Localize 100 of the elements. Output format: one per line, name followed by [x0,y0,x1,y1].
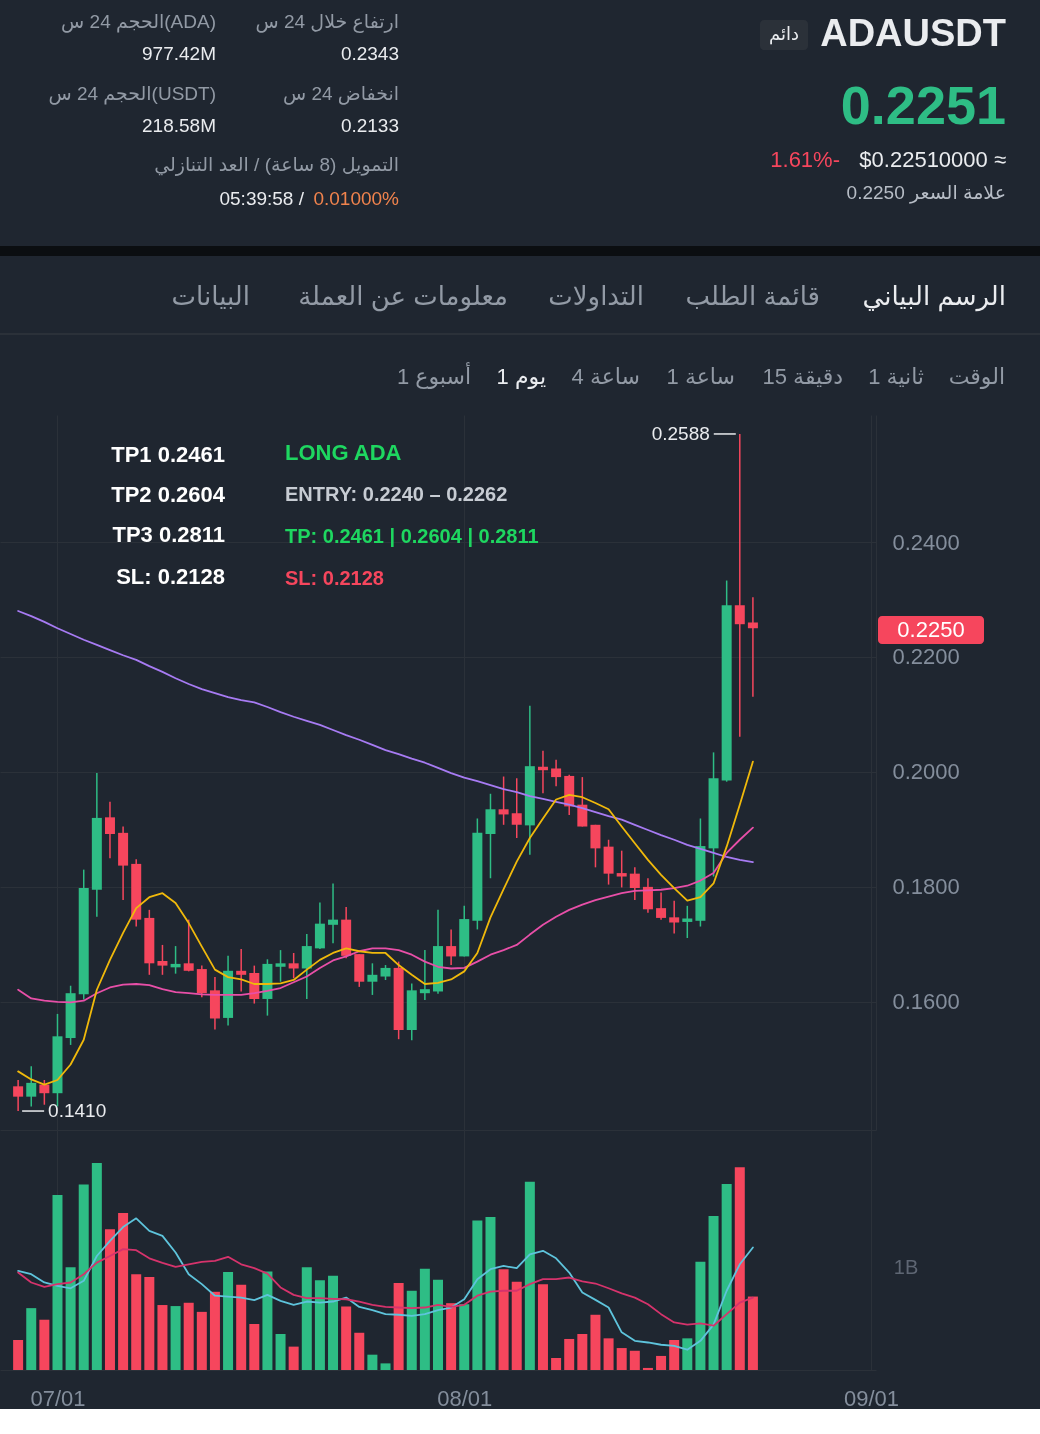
bar [262,1271,273,1370]
bar [157,1305,168,1370]
text: الرسم البياني [862,281,1006,312]
bar [65,1267,76,1370]
bar [524,1181,535,1370]
text: 1 أسبوع [396,362,471,389]
bar [26,1308,37,1370]
text: 4 ساعة [571,364,640,389]
candlestick [367,962,378,996]
text: 218.58M [142,115,216,136]
bar [52,1194,63,1370]
bar [459,1304,470,1370]
bar [144,1276,155,1370]
text: 0.2343 [340,43,399,64]
text: 15 دقيقة [762,364,843,389]
text: 1 ثانية [868,364,924,389]
text: 977.42M [142,43,216,64]
text: 0.2250 [897,617,965,642]
text: الحجم 24 س(USDT) [48,83,216,105]
bar [695,1261,706,1370]
candlestick [656,891,667,921]
text: 0.2133 [340,115,399,136]
candlestick [183,918,194,973]
bar [446,1303,457,1370]
candlestick [288,952,299,980]
annotation: SL: 0.2128 [285,567,384,589]
bar [91,1163,102,1370]
bar [104,1229,115,1370]
text: 05:39:58 / [219,188,305,209]
text: 1B [893,1256,919,1278]
candlestick [446,928,457,966]
text: الوقت [948,364,1005,389]
bar [551,1358,562,1370]
x-tick-label: 08/01 [437,1385,493,1411]
bar [314,1280,325,1370]
candlestick [682,905,693,939]
candlestick [629,866,640,901]
text: انخفاض 24 س [282,83,399,105]
bar [590,1314,601,1370]
y-tick-label: 0.1800 [892,874,960,900]
candlestick [104,801,115,859]
candlestick [551,759,562,788]
text: التداولات [548,281,644,312]
bar [236,1284,247,1370]
candlestick [275,949,286,983]
bar [734,1167,745,1370]
annotation: TP2 0.2604 [111,482,226,507]
annotation: ENTRY: 0.2240 – 0.2262 [285,483,508,505]
text: ADAUSDT [820,12,1006,54]
candlestick [301,933,312,1000]
bar [288,1346,299,1370]
bar [682,1338,693,1370]
annotation: LONG ADA [285,440,402,465]
annotation: 0.2588 [651,422,710,444]
bar [747,1296,758,1370]
text: دائم [768,24,800,45]
candlestick [26,1065,37,1108]
bar [196,1311,207,1370]
text: 1.61%- [770,147,840,172]
text: 0.01000% [313,188,400,209]
candlestick [419,949,430,1001]
candlestick [39,1079,50,1106]
candlestick [157,944,168,976]
x-tick-label: 07/01 [30,1385,86,1411]
bar [118,1212,129,1370]
bar [183,1302,194,1370]
candlestick [511,777,522,839]
text: ارتفاع خلال 24 س [255,11,399,33]
candlestick [236,948,247,993]
annotation: 0.1410 [48,1100,107,1122]
bar [669,1340,680,1370]
bar [498,1269,509,1370]
text: $0.22510000 ≈ [859,147,1006,172]
bar [656,1355,667,1370]
bar [393,1283,404,1370]
text: التمويل (8 ساعة) / العد التنازلي [154,154,399,176]
bar [275,1334,286,1370]
bar [78,1184,89,1370]
bar [380,1363,391,1370]
bar [13,1340,24,1370]
bar [603,1338,614,1370]
x-tick-label: 09/01 [843,1385,900,1411]
bar [419,1268,430,1370]
line-series [17,610,754,864]
y-tick-label: 0.2000 [892,759,960,785]
candlestick [747,596,758,698]
bar [433,1279,443,1370]
bar [328,1275,339,1370]
text: قائمة الطلب [685,281,820,311]
candlestick [328,882,339,944]
bar [721,1184,732,1370]
annotation: TP3 0.2811 [112,522,225,547]
candlestick [590,824,601,869]
candlestick [616,849,627,889]
bar [39,1319,50,1370]
text: البيانات [171,281,250,311]
bar [354,1332,365,1370]
annotation: TP1 0.2461 [111,442,225,467]
bar [367,1354,378,1370]
bar [131,1274,142,1370]
